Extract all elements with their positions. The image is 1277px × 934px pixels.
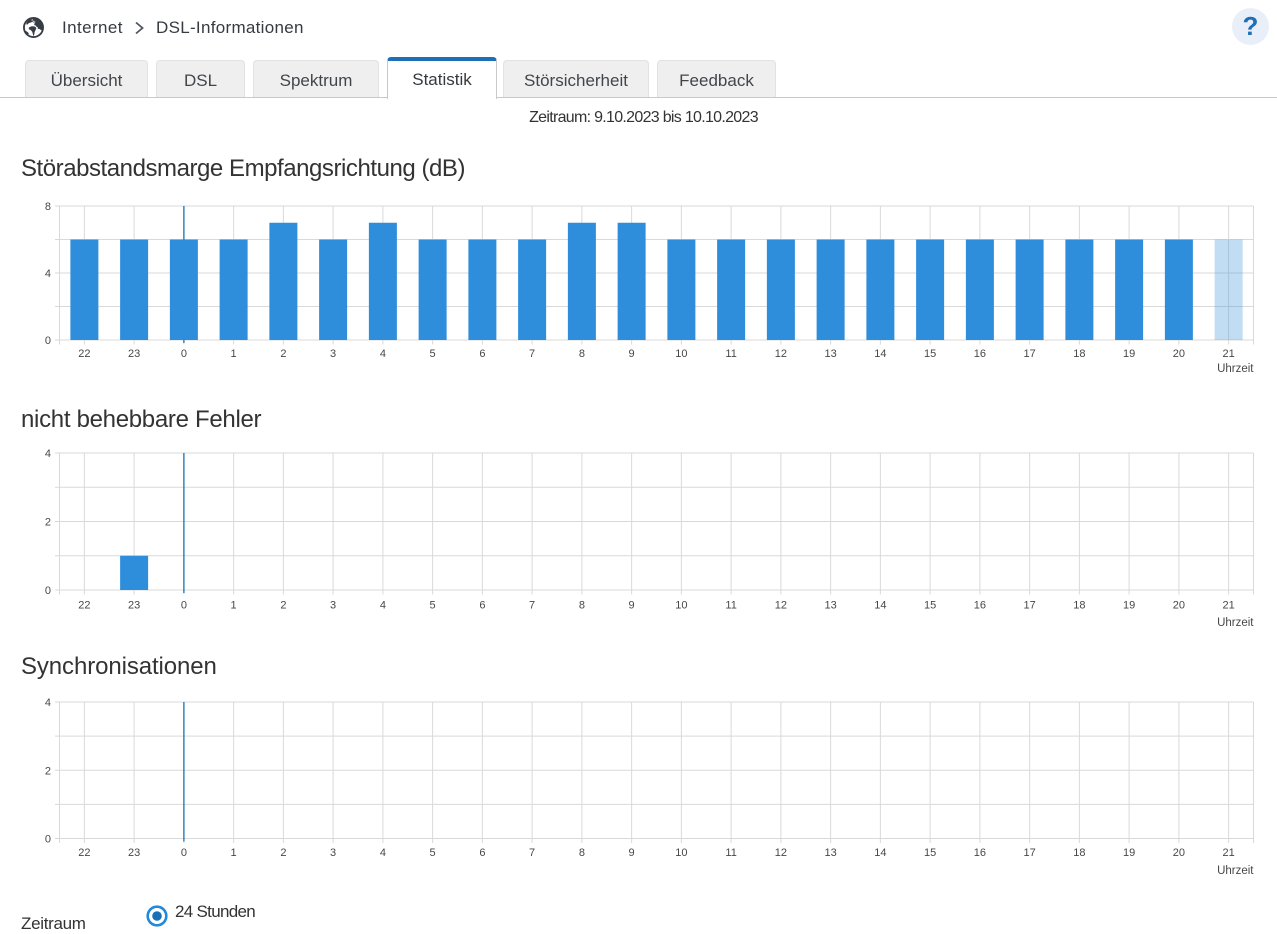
svg-text:0: 0 [181, 847, 187, 859]
svg-text:0: 0 [45, 585, 51, 597]
svg-text:2: 2 [280, 847, 286, 859]
svg-text:8: 8 [579, 600, 585, 612]
svg-text:17: 17 [1023, 847, 1035, 859]
svg-text:19: 19 [1123, 600, 1135, 612]
svg-text:1: 1 [231, 600, 237, 612]
svg-text:23: 23 [128, 847, 140, 859]
svg-text:21: 21 [1222, 847, 1234, 859]
svg-text:11: 11 [725, 348, 736, 360]
svg-text:9: 9 [629, 847, 635, 859]
svg-text:4: 4 [380, 847, 386, 859]
svg-text:9: 9 [629, 600, 635, 612]
svg-text:18: 18 [1073, 348, 1085, 360]
svg-text:11: 11 [725, 600, 736, 612]
svg-text:10: 10 [675, 348, 687, 360]
svg-text:13: 13 [824, 348, 836, 360]
svg-text:18: 18 [1073, 600, 1085, 612]
svg-text:0: 0 [181, 348, 187, 360]
svg-text:13: 13 [824, 847, 836, 859]
svg-text:0: 0 [181, 600, 187, 612]
svg-text:14: 14 [874, 600, 886, 612]
svg-text:7: 7 [529, 600, 535, 612]
svg-text:16: 16 [974, 847, 986, 859]
svg-text:10: 10 [675, 847, 687, 859]
svg-text:20: 20 [1173, 348, 1185, 360]
svg-text:5: 5 [430, 348, 436, 360]
svg-text:12: 12 [775, 600, 787, 612]
svg-text:22: 22 [78, 600, 90, 612]
svg-text:21: 21 [1222, 348, 1234, 360]
svg-text:14: 14 [874, 847, 886, 859]
svg-text:15: 15 [924, 600, 936, 612]
svg-text:7: 7 [529, 847, 535, 859]
svg-text:23: 23 [128, 600, 140, 612]
svg-text:19: 19 [1123, 847, 1135, 859]
svg-text:14: 14 [874, 348, 886, 360]
svg-text:21: 21 [1222, 600, 1234, 612]
svg-text:9: 9 [629, 348, 635, 360]
svg-text:15: 15 [924, 847, 936, 859]
svg-text:1: 1 [231, 847, 237, 859]
svg-text:4: 4 [45, 268, 51, 280]
svg-text:0: 0 [45, 335, 51, 347]
svg-text:Uhrzeit: Uhrzeit [1217, 363, 1254, 375]
svg-text:6: 6 [479, 847, 485, 859]
svg-text:16: 16 [974, 600, 986, 612]
svg-text:3: 3 [330, 348, 336, 360]
svg-text:5: 5 [430, 847, 436, 859]
svg-text:7: 7 [529, 348, 535, 360]
svg-text:22: 22 [78, 348, 90, 360]
svg-text:22: 22 [78, 847, 90, 859]
svg-text:2: 2 [45, 517, 51, 529]
svg-text:6: 6 [479, 348, 485, 360]
svg-text:13: 13 [824, 600, 836, 612]
svg-text:15: 15 [924, 348, 936, 360]
svg-text:1: 1 [231, 348, 237, 360]
svg-text:2: 2 [280, 348, 286, 360]
svg-text:3: 3 [330, 847, 336, 859]
svg-text:11: 11 [725, 847, 736, 859]
svg-text:16: 16 [974, 348, 986, 360]
svg-text:6: 6 [479, 600, 485, 612]
svg-text:3: 3 [330, 600, 336, 612]
svg-text:23: 23 [128, 348, 140, 360]
svg-text:17: 17 [1023, 348, 1035, 360]
svg-text:4: 4 [380, 600, 386, 612]
svg-text:Uhrzeit: Uhrzeit [1217, 865, 1254, 877]
svg-text:5: 5 [430, 600, 436, 612]
svg-text:4: 4 [380, 348, 386, 360]
svg-text:20: 20 [1173, 600, 1185, 612]
svg-text:19: 19 [1123, 348, 1135, 360]
svg-text:4: 4 [45, 448, 51, 460]
svg-text:2: 2 [45, 765, 51, 777]
svg-text:10: 10 [675, 600, 687, 612]
svg-text:17: 17 [1023, 600, 1035, 612]
svg-text:18: 18 [1073, 847, 1085, 859]
svg-text:0: 0 [45, 834, 51, 846]
svg-text:2: 2 [280, 600, 286, 612]
svg-text:20: 20 [1173, 847, 1185, 859]
svg-text:8: 8 [579, 348, 585, 360]
svg-text:12: 12 [775, 847, 787, 859]
svg-text:8: 8 [579, 847, 585, 859]
svg-text:12: 12 [775, 348, 787, 360]
svg-text:4: 4 [45, 697, 51, 709]
svg-text:8: 8 [45, 201, 51, 213]
svg-text:Uhrzeit: Uhrzeit [1217, 617, 1254, 629]
